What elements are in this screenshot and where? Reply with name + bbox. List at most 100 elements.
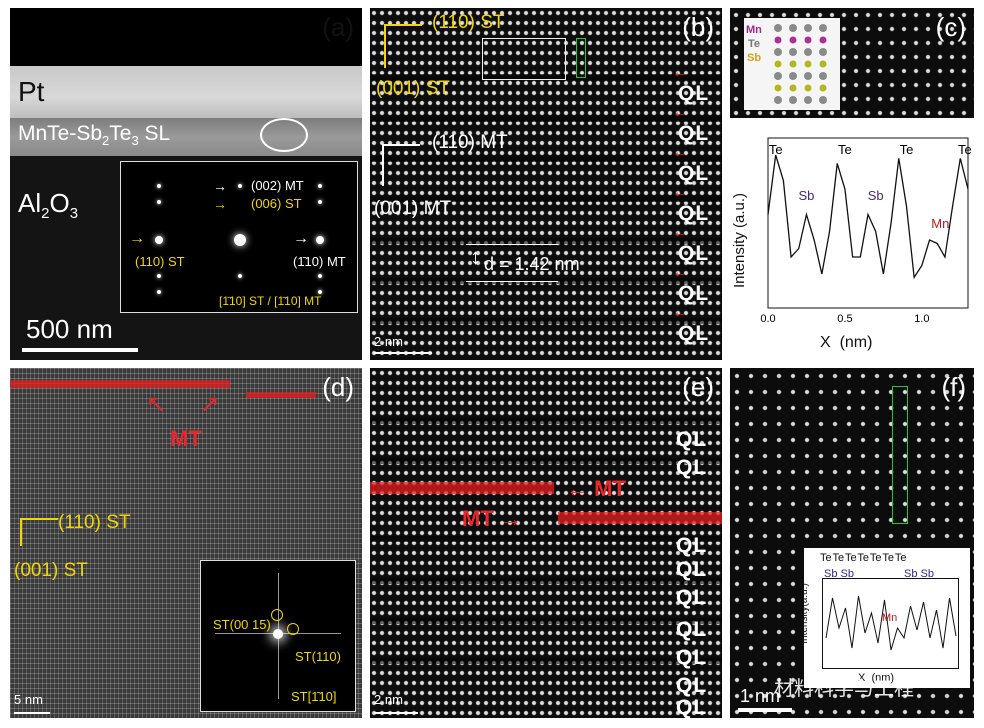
axes-mt [382, 144, 420, 186]
panel-label-f: (f) [941, 372, 966, 402]
scale-label-d: 5 nm [14, 692, 43, 707]
inset-xlabel: X (nm) [858, 672, 895, 684]
fft-label-b: ST(110) [295, 649, 341, 664]
ql-row: ← QL [672, 64, 710, 105]
profile-inset: Te Te Te Te Te Te Te Sb Sb Sb Sb Mn Inte… [799, 548, 970, 688]
gap-line [370, 458, 722, 464]
ql-row: ← QL [672, 144, 710, 185]
ql-row: ← QL [672, 224, 710, 265]
diffraction-spot [157, 200, 161, 204]
label-mt110: (110) MT [432, 132, 508, 153]
fft-label-c: ST[1̄10] [291, 689, 337, 704]
gap-line [370, 418, 722, 424]
legend-te: Te [748, 38, 761, 50]
fft-circle [271, 609, 283, 621]
ql-label: QL [676, 618, 708, 641]
ql-column: ← QL ← QL ← QL ← QL ← QL ← QL ← QL [664, 64, 722, 345]
panel-f: (f) Te Te Te Te Te Te Te Sb Sb Sb Sb Mn … [730, 368, 974, 718]
gap-line [370, 318, 722, 324]
diffraction-spot-center [234, 234, 246, 246]
label-mt1: ← MT [566, 476, 626, 501]
label-st110: (110) ST [58, 512, 131, 533]
gap-line [370, 618, 722, 624]
label-mt001: (001) MT [374, 198, 452, 219]
diffraction-spot [318, 274, 322, 278]
panel-c-plot: Intensity (a.u.) 0.0 0.5 1.0 Te Te Te Te Sb Sb Mn… [730, 122, 974, 360]
scale-bar-e [374, 712, 418, 714]
inset-line [825, 595, 957, 651]
ql-row: ← QL [672, 104, 710, 145]
gap-line [370, 196, 722, 202]
inset-sb-right: Sb Sb [904, 568, 934, 580]
intensity-line [767, 154, 969, 280]
ql-row: ← QL [672, 264, 710, 305]
mt-band [370, 482, 554, 494]
label-mt2: MT → [462, 506, 522, 531]
scale-label-b: 2 nm [374, 334, 403, 349]
ql-label: QL [676, 674, 708, 697]
diffraction-spot [155, 236, 163, 244]
fft-vline [278, 573, 279, 699]
arrow-mt1-10: → [293, 230, 309, 247]
label-st110: (110) ST [135, 254, 185, 269]
gap-line [370, 74, 722, 80]
panel-label-b: (b) [682, 12, 714, 42]
mt-band [10, 380, 230, 388]
ql-label: QL [676, 456, 708, 479]
inset-sb-left: Sb Sb [824, 568, 854, 580]
inset-ylabel: Intensity(a.u.) [798, 583, 810, 644]
gap-line [370, 578, 722, 584]
diffraction-spot [157, 274, 161, 278]
gap-line [370, 238, 722, 244]
select-box-green [576, 38, 586, 78]
al2o3-label: Al2O3 [18, 188, 79, 223]
sl-circle [260, 118, 308, 152]
d-arrow: ↕ [470, 244, 481, 269]
panel-label-d: (d) [322, 372, 354, 402]
arrow-st110: → [129, 230, 145, 247]
pt-label: Pt [18, 76, 45, 107]
label-mt002: (002) MT [251, 178, 304, 193]
ql-label: QL [676, 534, 708, 557]
panel-label-c: (c) [935, 12, 966, 42]
diffraction-spot [318, 200, 322, 204]
fft-circle [287, 623, 299, 635]
fft-inset: ST(00 15) ST(110) ST[1̄10] [200, 560, 356, 712]
mt-band [246, 392, 316, 398]
ql-label: QL [676, 586, 708, 609]
gap-line [370, 658, 722, 664]
diffraction-spot [318, 290, 322, 294]
ql-label: QL [676, 696, 708, 718]
scale-bar-f [738, 708, 792, 712]
watermark: 材料科学与工程 [774, 678, 914, 700]
diffraction-spot [316, 236, 324, 244]
ql-label: QL [676, 558, 708, 581]
panel-a: (a) Pt MnTe-Sb2Te3 SL Al2O3 → (002) MT →… [10, 8, 362, 360]
fft-label-a: ST(00 15) [213, 617, 271, 632]
scale-bar-d [14, 712, 50, 714]
diffraction-spot [238, 184, 242, 188]
diffraction-inset: → (002) MT → (006) ST → (110) ST → (1̄10… [120, 161, 358, 313]
inset-te-labels: Te Te Te Te Te Te Te [820, 552, 907, 564]
panel-label-e: (e) [682, 372, 714, 402]
label-st006: (006) ST [251, 196, 302, 211]
legend-sb: Sb [747, 52, 762, 64]
vacuum-region [10, 8, 362, 66]
label-zone: [1̄10] ST / [1̄10] MT [219, 294, 322, 308]
panel-c-image: (c) Mn Te Sb [730, 8, 974, 118]
select-box-green [892, 386, 908, 524]
peak-label-te: Te [900, 142, 914, 157]
axes-st-d [20, 518, 58, 546]
diffraction-spot [157, 184, 161, 188]
scale-label-f: 1 nm [740, 686, 781, 706]
y-axis-label: Intensity (a.u.) [731, 192, 749, 289]
d-spacing-marker [466, 244, 558, 282]
ql-row: ← QL [672, 304, 710, 345]
panel-d: (d) ↖ ↗ MT (110) ST (001) ST ST(00 15) S… [10, 368, 362, 718]
label-st001: (001) ST [14, 560, 88, 581]
mt-band [558, 512, 722, 524]
plot-frame [767, 137, 969, 309]
label-mt1-10: (1̄10) MT [293, 254, 346, 269]
panel-label-a: (a) [322, 12, 354, 42]
scale-bar-b [374, 352, 432, 354]
